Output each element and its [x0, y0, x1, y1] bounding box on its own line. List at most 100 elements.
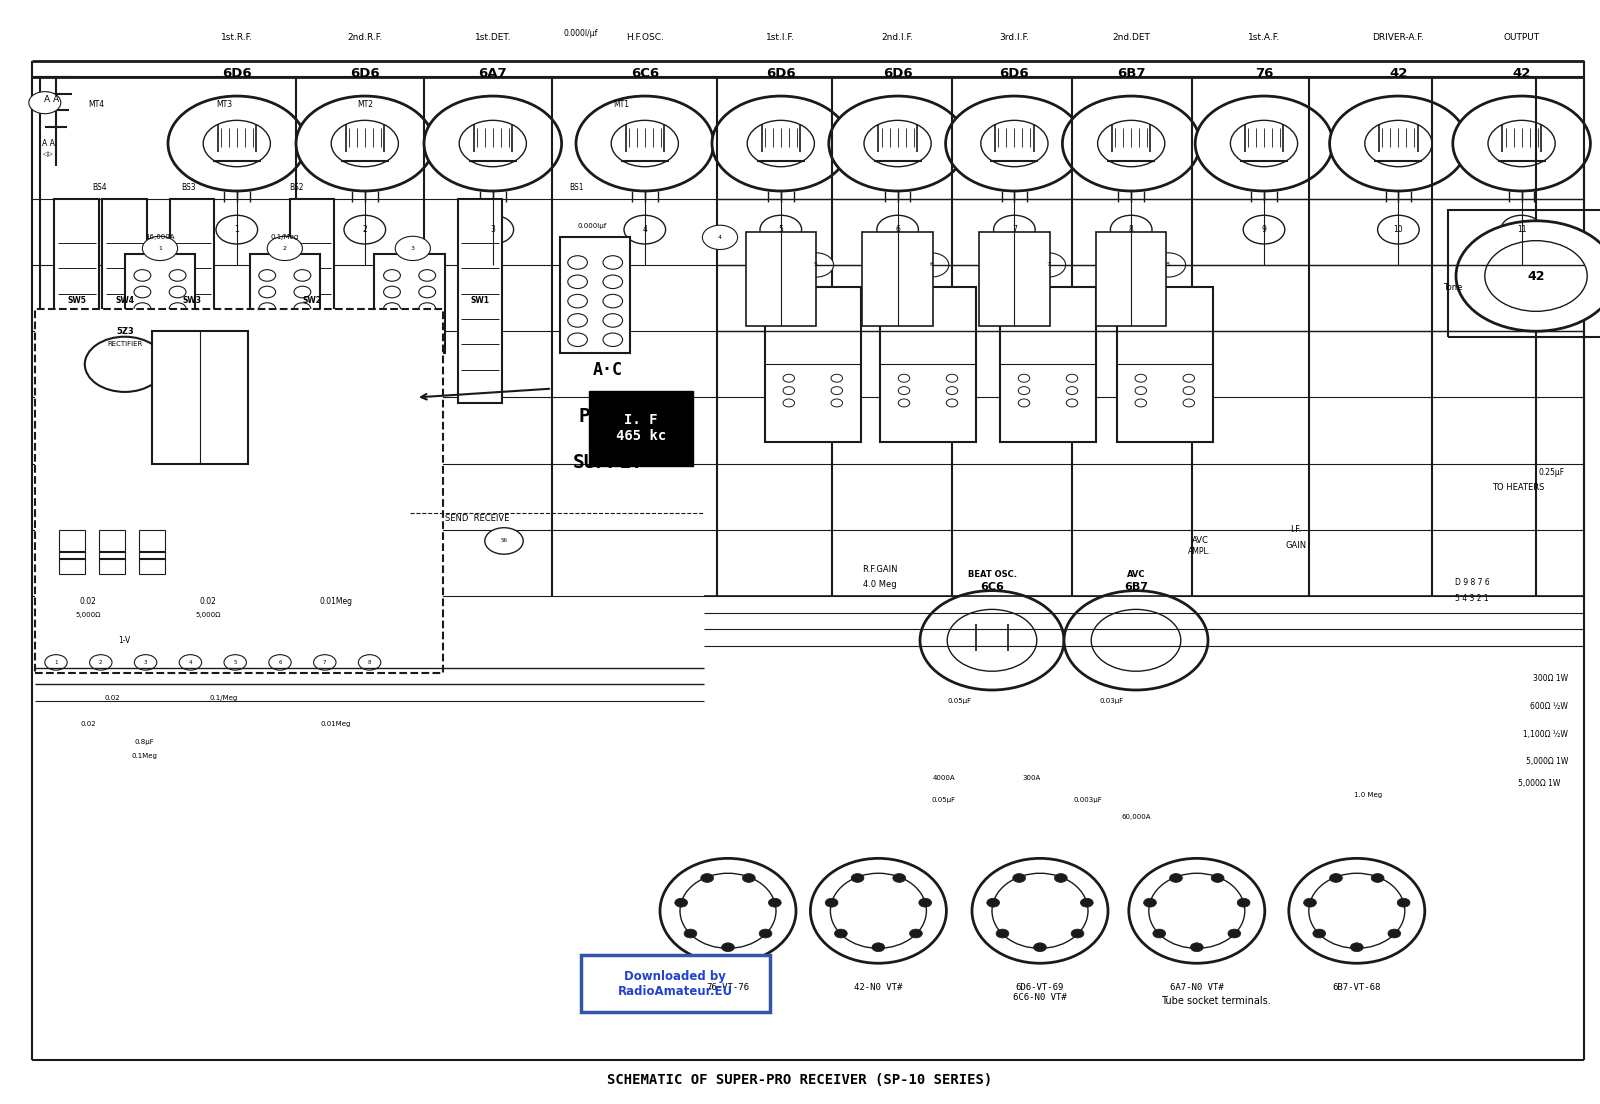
Text: 60,000A: 60,000A — [1122, 814, 1150, 820]
Text: R.F.GAIN: R.F.GAIN — [862, 565, 898, 574]
Circle shape — [1211, 873, 1224, 882]
Circle shape — [272, 477, 298, 495]
Circle shape — [45, 655, 67, 670]
Text: AMPL.: AMPL. — [1189, 548, 1211, 556]
Text: 6: 6 — [894, 225, 901, 234]
Text: 4000A: 4000A — [933, 775, 955, 782]
Text: 0.25μF: 0.25μF — [1539, 468, 1565, 477]
Circle shape — [675, 899, 688, 907]
Circle shape — [344, 215, 386, 244]
Text: AVC: AVC — [1126, 570, 1146, 578]
Text: 1: 1 — [235, 225, 238, 234]
Text: SEND  RECEIVE: SEND RECEIVE — [445, 514, 509, 523]
Ellipse shape — [1149, 873, 1245, 948]
Circle shape — [1314, 930, 1326, 938]
Text: 1-V: 1-V — [118, 636, 131, 645]
Text: 3: 3 — [490, 225, 496, 234]
Text: H.F.OSC.: H.F.OSC. — [626, 33, 664, 42]
Text: 7: 7 — [1011, 225, 1018, 234]
Circle shape — [1144, 899, 1157, 907]
Text: 1st.R.F.: 1st.R.F. — [221, 33, 253, 42]
Circle shape — [1378, 215, 1419, 244]
Circle shape — [331, 120, 398, 167]
Circle shape — [168, 96, 306, 191]
Text: 5Z3: 5Z3 — [115, 327, 134, 336]
Circle shape — [947, 609, 1037, 671]
Text: 3rd.I.F.: 3rd.I.F. — [1000, 33, 1029, 42]
Text: 0.01Meg: 0.01Meg — [322, 721, 350, 728]
Bar — [152, 331, 248, 464]
Text: 1: 1 — [54, 660, 58, 665]
Text: 3: 3 — [411, 246, 414, 251]
Circle shape — [702, 225, 738, 250]
Circle shape — [1397, 899, 1410, 907]
Circle shape — [1488, 120, 1555, 167]
Text: 300Ω 1W: 300Ω 1W — [1533, 675, 1568, 683]
Circle shape — [835, 930, 848, 938]
Text: 5 4 3 2 1: 5 4 3 2 1 — [1454, 594, 1490, 603]
Bar — [746, 232, 816, 326]
Text: 0.8μF: 0.8μF — [134, 739, 154, 745]
Text: 11: 11 — [1517, 225, 1526, 234]
Circle shape — [1030, 253, 1066, 277]
Circle shape — [864, 120, 931, 167]
Bar — [862, 232, 933, 326]
Circle shape — [829, 96, 966, 191]
Circle shape — [994, 215, 1035, 244]
Text: 8: 8 — [368, 660, 371, 665]
Circle shape — [272, 397, 298, 415]
Text: 0.05μF: 0.05μF — [931, 797, 957, 804]
Text: 6D6: 6D6 — [883, 67, 912, 81]
Text: BS1: BS1 — [568, 183, 584, 192]
Text: I.F.: I.F. — [1290, 526, 1302, 534]
Circle shape — [272, 437, 298, 455]
Text: D 9 8 7 6: D 9 8 7 6 — [1454, 578, 1490, 587]
Text: BS2: BS2 — [288, 183, 304, 192]
Circle shape — [758, 930, 771, 938]
Text: 76: 76 — [1254, 67, 1274, 81]
Circle shape — [747, 120, 814, 167]
Text: 5,000Ω 1W: 5,000Ω 1W — [1526, 757, 1568, 766]
Circle shape — [224, 655, 246, 670]
Circle shape — [909, 930, 922, 938]
Bar — [1117, 287, 1213, 442]
Circle shape — [1110, 215, 1152, 244]
Circle shape — [358, 655, 381, 670]
Bar — [99, 530, 125, 574]
Text: A·C: A·C — [594, 361, 622, 379]
Text: 4: 4 — [718, 235, 722, 240]
Text: Downloaded by
RadioAmateur.EU: Downloaded by RadioAmateur.EU — [618, 969, 733, 998]
Bar — [979, 232, 1050, 326]
Text: 6D6: 6D6 — [766, 67, 795, 81]
Circle shape — [179, 655, 202, 670]
Bar — [139, 530, 165, 574]
Circle shape — [914, 253, 949, 277]
Text: 42-N0 VT#: 42-N0 VT# — [854, 983, 902, 991]
Text: 0.01Meg: 0.01Meg — [320, 597, 352, 606]
Ellipse shape — [1290, 859, 1424, 963]
Text: 8: 8 — [1166, 263, 1170, 267]
Text: 56: 56 — [501, 539, 507, 543]
Text: 6B7-VT-68: 6B7-VT-68 — [1333, 983, 1381, 991]
Text: 1: 1 — [158, 246, 162, 251]
Circle shape — [1387, 930, 1400, 938]
Text: 2: 2 — [283, 246, 286, 251]
Circle shape — [1170, 873, 1182, 882]
Bar — [589, 391, 693, 466]
Text: 42: 42 — [1528, 269, 1544, 283]
Text: 0.000l/μf: 0.000l/μf — [563, 29, 598, 38]
Text: DRIVER-A.F.: DRIVER-A.F. — [1373, 33, 1424, 42]
Text: 2nd.DET: 2nd.DET — [1112, 33, 1150, 42]
Bar — [458, 199, 502, 403]
Text: 0.02: 0.02 — [80, 721, 96, 728]
Text: 8: 8 — [1130, 225, 1133, 234]
Circle shape — [1350, 943, 1363, 952]
Circle shape — [1501, 215, 1542, 244]
Circle shape — [424, 96, 562, 191]
Text: 5,000Ω: 5,000Ω — [75, 612, 101, 618]
Text: I. F
465 kc: I. F 465 kc — [616, 413, 666, 444]
Circle shape — [712, 96, 850, 191]
Text: MT4: MT4 — [88, 100, 104, 109]
Circle shape — [918, 899, 931, 907]
Circle shape — [826, 899, 838, 907]
